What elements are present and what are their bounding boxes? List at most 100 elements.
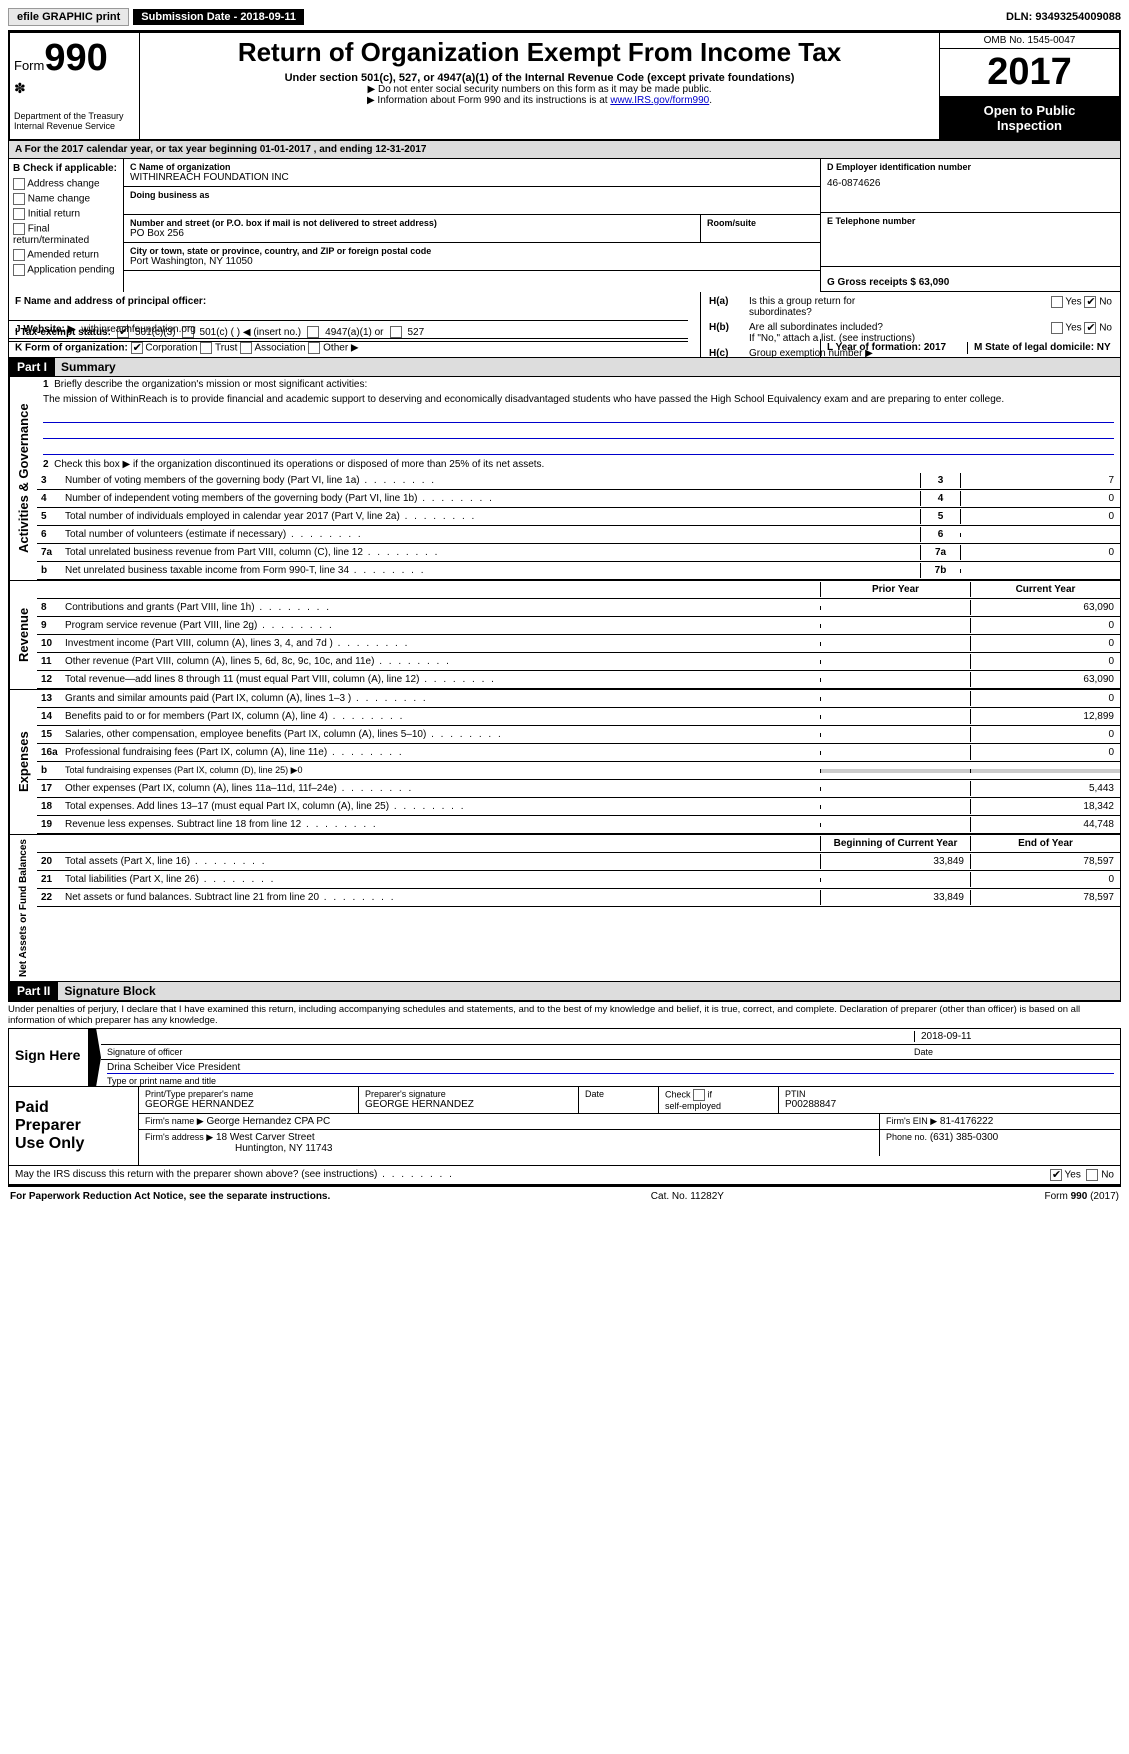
col-current-year: Current Year bbox=[970, 582, 1120, 597]
prep-sig: GEORGE HERNANDEZ bbox=[365, 1099, 572, 1110]
box-b-title: B Check if applicable: bbox=[13, 163, 119, 174]
prep-date-label: Date bbox=[585, 1089, 652, 1099]
top-bar: efile GRAPHIC print Submission Date - 20… bbox=[8, 8, 1121, 26]
prep-name-label: Print/Type preparer's name bbox=[145, 1089, 352, 1099]
cb-amended[interactable] bbox=[13, 249, 25, 261]
form-number: 990 bbox=[44, 37, 107, 79]
officer-label: F Name and address of principal officer: bbox=[15, 296, 694, 307]
part-i-label: Part I bbox=[9, 358, 55, 376]
phone-label: E Telephone number bbox=[827, 216, 1114, 226]
cb-self-employed[interactable] bbox=[693, 1089, 705, 1101]
cb-corp[interactable] bbox=[131, 342, 143, 354]
self-emp-pre: Check bbox=[665, 1089, 693, 1099]
cb-other[interactable] bbox=[308, 342, 320, 354]
info-note: ▶ Information about Form 990 and its ins… bbox=[367, 95, 610, 106]
sign-arrow-icon bbox=[89, 1029, 101, 1086]
self-emp-label: self-employed bbox=[665, 1101, 721, 1111]
state-domicile: M State of legal domicile: NY bbox=[967, 342, 1114, 354]
section-a-period: A For the 2017 calendar year, or tax yea… bbox=[8, 141, 1121, 159]
website-label: J Website: ▶ bbox=[15, 324, 75, 335]
cb-discuss-yes[interactable] bbox=[1050, 1169, 1062, 1181]
firm-ein-label: Firm's EIN ▶ bbox=[886, 1116, 937, 1126]
box-b: B Check if applicable: Address change Na… bbox=[9, 159, 124, 292]
cb-hb-yes[interactable] bbox=[1051, 322, 1063, 334]
lbl-name-change: Name change bbox=[28, 194, 90, 205]
officer-name: Drina Scheiber Vice President bbox=[107, 1062, 1114, 1074]
cb-name-change[interactable] bbox=[13, 193, 25, 205]
ein-label: D Employer identification number bbox=[827, 162, 1114, 172]
prep-name: GEORGE HERNANDEZ bbox=[145, 1099, 352, 1110]
lbl-pending: Application pending bbox=[27, 265, 114, 276]
lbl-corp: Corporation bbox=[145, 343, 197, 354]
room-label: Room/suite bbox=[707, 218, 814, 228]
col-begin-year: Beginning of Current Year bbox=[820, 836, 970, 851]
part-i-title: Summary bbox=[55, 358, 1120, 376]
use-only-label: Use Only bbox=[15, 1135, 132, 1153]
submission-date: Submission Date - 2018-09-11 bbox=[133, 9, 304, 25]
irs-link[interactable]: www.IRS.gov/form990 bbox=[610, 95, 709, 106]
cb-ha-no[interactable] bbox=[1084, 296, 1096, 308]
col-end-year: End of Year bbox=[970, 836, 1120, 851]
lbl-other: Other ▶ bbox=[323, 343, 358, 354]
penalties-text: Under penalties of perjury, I declare th… bbox=[8, 1001, 1121, 1028]
hb-text: Are all subordinates included? bbox=[749, 322, 883, 333]
net-assets-label: Net Assets or Fund Balances bbox=[9, 835, 37, 981]
firm-name: George Hernandez CPA PC bbox=[206, 1116, 330, 1127]
gross-receipts: G Gross receipts $ 63,090 bbox=[827, 277, 949, 288]
lbl-discuss-yes: Yes bbox=[1065, 1170, 1081, 1181]
cb-trust[interactable] bbox=[200, 342, 212, 354]
cb-address-change[interactable] bbox=[13, 178, 25, 190]
lbl-no2: No bbox=[1099, 323, 1112, 334]
part-ii-title: Signature Block bbox=[58, 982, 1120, 1000]
city-state-zip: Port Washington, NY 11050 bbox=[130, 256, 814, 267]
cb-discuss-no[interactable] bbox=[1086, 1169, 1098, 1181]
dln-number: DLN: 93493254009088 bbox=[1006, 11, 1121, 23]
cb-final-return[interactable] bbox=[13, 223, 25, 235]
prep-sig-label: Preparer's signature bbox=[365, 1089, 572, 1099]
firm-addr2: Huntington, NY 11743 bbox=[235, 1143, 332, 1154]
mission-blank-2 bbox=[43, 425, 1114, 439]
form-prefix: Form bbox=[14, 58, 44, 73]
ptin-value: P00288847 bbox=[785, 1099, 1114, 1110]
cb-ha-yes[interactable] bbox=[1051, 296, 1063, 308]
col-prior-year: Prior Year bbox=[820, 582, 970, 597]
firm-name-label: Firm's name ▶ bbox=[145, 1116, 204, 1126]
lbl-no: No bbox=[1099, 297, 1112, 308]
firm-phone-label: Phone no. bbox=[886, 1132, 927, 1142]
sig-officer-label: Signature of officer bbox=[107, 1047, 914, 1057]
preparer-label: Preparer bbox=[15, 1117, 132, 1135]
form-header: Form990 ✽ Department of the Treasury Int… bbox=[8, 30, 1121, 141]
cb-pending[interactable] bbox=[13, 264, 25, 276]
lbl-yes2: Yes bbox=[1065, 323, 1081, 334]
cb-hb-no[interactable] bbox=[1084, 322, 1096, 334]
lbl-trust: Trust bbox=[215, 343, 237, 354]
ssn-note: ▶ Do not enter social security numbers o… bbox=[148, 84, 931, 95]
efile-print-button[interactable]: efile GRAPHIC print bbox=[8, 8, 129, 26]
sig-date-value: 2018-09-11 bbox=[914, 1031, 1114, 1042]
lbl-assoc: Association bbox=[254, 343, 305, 354]
year-formation: L Year of formation: 2017 bbox=[827, 342, 967, 354]
city-label: City or town, state or province, country… bbox=[130, 246, 814, 256]
discuss-text: May the IRS discuss this return with the… bbox=[15, 1169, 377, 1180]
firm-addr-label: Firm's address ▶ bbox=[145, 1132, 213, 1142]
revenue-label: Revenue bbox=[9, 581, 37, 689]
type-print-label: Type or print name and title bbox=[101, 1076, 1120, 1086]
cb-initial-return[interactable] bbox=[13, 208, 25, 220]
lbl-amended: Amended return bbox=[27, 250, 99, 261]
org-name-label: C Name of organization bbox=[130, 162, 814, 172]
part-ii-label: Part II bbox=[9, 982, 58, 1000]
form-footer: Form 990 (2017) bbox=[1045, 1191, 1119, 1202]
addr-label: Number and street (or P.O. box if mail i… bbox=[130, 218, 694, 228]
org-name: WITHINREACH FOUNDATION INC bbox=[130, 172, 814, 183]
lbl-discuss-no: No bbox=[1101, 1170, 1114, 1181]
ha-label: H(a) bbox=[705, 294, 745, 320]
mission-text: The mission of WithinReach is to provide… bbox=[37, 392, 1120, 407]
form-subtitle: Under section 501(c), 527, or 4947(a)(1)… bbox=[148, 72, 931, 84]
street-address: PO Box 256 bbox=[130, 228, 694, 239]
open-public-1: Open to Public bbox=[946, 103, 1113, 118]
ha-text2: subordinates? bbox=[749, 307, 812, 318]
paperwork-notice: For Paperwork Reduction Act Notice, see … bbox=[10, 1191, 330, 1202]
mission-blank-3 bbox=[43, 441, 1114, 455]
dba-label: Doing business as bbox=[130, 190, 814, 200]
cb-assoc[interactable] bbox=[240, 342, 252, 354]
